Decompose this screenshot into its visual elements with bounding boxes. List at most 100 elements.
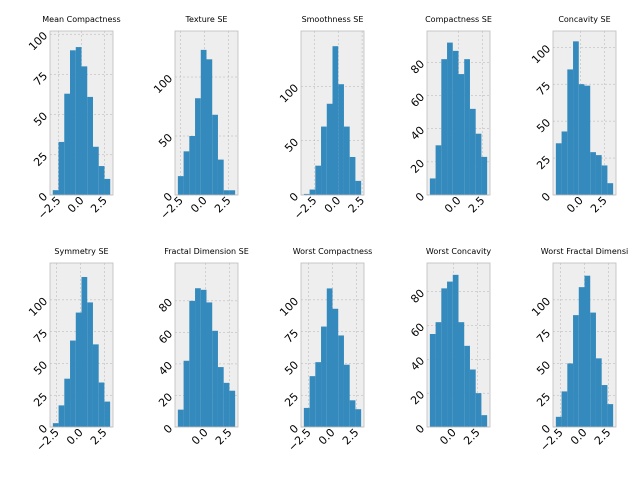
y-tick-label: 75 xyxy=(534,79,553,98)
histogram-bar xyxy=(555,416,562,427)
histogram-bar xyxy=(355,409,362,427)
histogram-bar xyxy=(349,400,356,427)
histogram-bar xyxy=(578,287,585,427)
histogram-bar xyxy=(229,390,236,427)
histogram-bar xyxy=(343,364,350,427)
plot-frame xyxy=(300,30,365,196)
histogram-bar xyxy=(481,415,488,427)
histogram-bar xyxy=(321,126,327,195)
histogram-bar xyxy=(64,378,71,427)
histogram-bar xyxy=(555,143,562,195)
subplot-title: Worst Fractal Dimensi xyxy=(541,247,628,256)
histogram-bar xyxy=(52,190,59,195)
histogram-bar xyxy=(321,326,327,427)
y-tick-label: 75 xyxy=(534,327,553,346)
histogram-bar xyxy=(92,344,99,427)
x-tick-label: 2.5 xyxy=(592,426,614,448)
histogram-bar xyxy=(469,108,476,195)
y-tick-label: 80 xyxy=(408,58,427,77)
subplot-title: Worst Concavity xyxy=(426,247,491,256)
histogram-bar xyxy=(607,183,614,195)
histogram-bar xyxy=(435,322,442,427)
plot-frame xyxy=(426,30,491,196)
x-tick-label: 0.0 xyxy=(564,194,586,216)
x-tick-label: 0.0 xyxy=(316,426,338,448)
histogram-bar xyxy=(75,47,82,195)
histogram-bar xyxy=(452,274,459,427)
histogram-bar xyxy=(435,145,442,195)
subplot: Fractal Dimension SE 0 20 40 60 80 0.0 2.5 xyxy=(156,247,249,447)
plot-frame xyxy=(49,30,114,196)
x-tick-label: 0.0 xyxy=(64,426,86,448)
histogram-bar xyxy=(195,288,201,427)
y-tick-label: 50 xyxy=(31,110,50,129)
histogram-bar xyxy=(349,156,356,195)
histogram-bar xyxy=(206,302,213,427)
histogram-bar xyxy=(98,166,105,195)
histogram-bar xyxy=(104,401,111,427)
histogram-bar xyxy=(607,404,614,427)
histogram-bar xyxy=(355,180,362,195)
histogram-bar xyxy=(315,165,322,195)
histogram-bar xyxy=(303,407,310,427)
histogram-bar xyxy=(326,103,333,195)
histogram-bar xyxy=(223,382,230,427)
histogram-bar xyxy=(464,59,470,195)
plot-frame xyxy=(49,262,114,428)
histogram-bar xyxy=(315,362,322,427)
y-tick-label: 100 xyxy=(277,81,301,105)
histogram-bar xyxy=(75,312,82,427)
histogram-bar xyxy=(70,340,76,427)
histogram-bar xyxy=(584,85,591,195)
histogram-bar xyxy=(567,363,574,427)
y-tick-label: 20 xyxy=(156,391,175,410)
histogram-bar xyxy=(309,376,316,427)
y-tick-label: 100 xyxy=(277,295,301,319)
x-tick-label: 2.5 xyxy=(461,426,483,448)
histogram-bar xyxy=(429,178,436,195)
histogram-bar xyxy=(98,382,105,427)
y-tick-label: 0 xyxy=(287,190,301,204)
histogram-bar xyxy=(81,276,88,427)
plot-frame xyxy=(300,262,365,428)
y-tick-label: 25 xyxy=(31,390,50,409)
histogram-bar xyxy=(573,315,579,427)
x-tick-label: 2.5 xyxy=(466,194,488,216)
histogram-bar xyxy=(441,288,448,427)
subplot: Concavity SE 0 25 50 75 100 0.0 2.5 xyxy=(529,15,617,216)
histogram-bar xyxy=(601,385,608,427)
histogram-bar xyxy=(595,358,602,427)
histogram-bar xyxy=(458,322,465,427)
y-tick-label: 0 xyxy=(161,422,175,436)
histogram-bar xyxy=(590,152,596,195)
histogram-bar xyxy=(458,74,465,195)
y-tick-label: 0 xyxy=(413,422,427,436)
x-tick-label: 0.0 xyxy=(189,426,211,448)
histogram-bar xyxy=(177,409,184,427)
y-tick-label: 50 xyxy=(282,136,301,155)
histogram-bar xyxy=(52,423,59,427)
subplot: Compactness SE 0 20 40 60 80 0.0 2.5 xyxy=(408,15,492,215)
y-tick-label: 25 xyxy=(534,390,553,409)
y-tick-label: 25 xyxy=(282,390,301,409)
x-tick-label: 2.5 xyxy=(346,194,368,216)
plot-frame xyxy=(426,262,491,428)
histogram-bar xyxy=(429,334,436,427)
plot-frame xyxy=(552,262,617,428)
histogram-bar xyxy=(590,312,596,427)
histogram-bar xyxy=(343,126,350,195)
histogram-bar xyxy=(464,345,470,427)
histogram-bar xyxy=(595,155,602,195)
histogram-bar xyxy=(206,59,213,196)
histogram-bar xyxy=(177,176,184,195)
y-tick-label: 0 xyxy=(539,190,553,204)
histogram-bar xyxy=(309,189,316,195)
histogram-bar xyxy=(447,42,453,195)
histogram-bar xyxy=(87,302,93,427)
x-tick-label: −2.5 xyxy=(158,194,186,222)
